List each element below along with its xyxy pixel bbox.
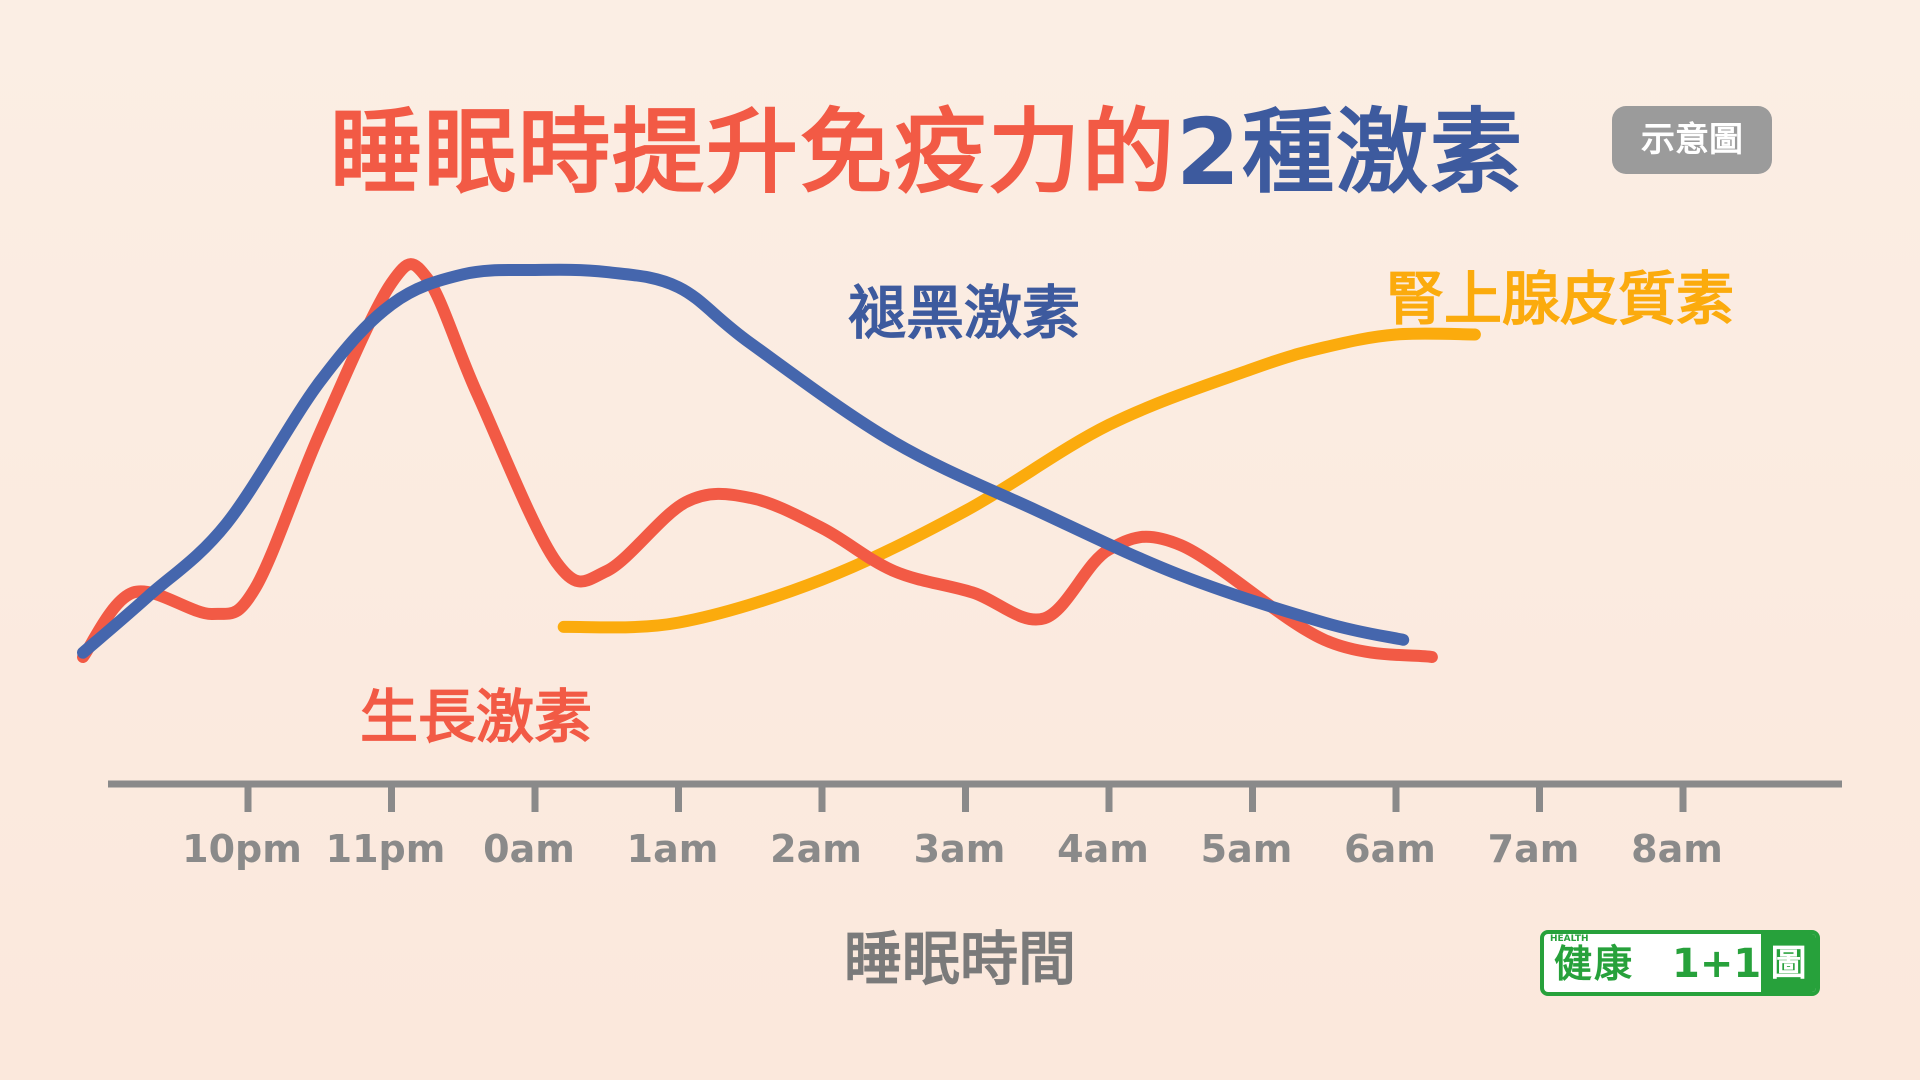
x-tick-label-4am: 4am bbox=[1057, 827, 1149, 871]
chart-title-part2: 2種激素 bbox=[1176, 99, 1525, 206]
series-label-cortisol: 腎上腺皮質素 bbox=[1386, 265, 1735, 333]
series-line-melatonin bbox=[77, 263, 1410, 659]
x-axis-tick-labels: 10pm 11pm 0am 1am 2am 3am 4am 5am 6am 7am 8am bbox=[182, 827, 1723, 871]
x-tick-label-7am: 7am bbox=[1488, 827, 1580, 871]
x-tick-label-6am: 6am bbox=[1344, 827, 1436, 871]
x-tick-label-0am: 0am bbox=[483, 827, 575, 871]
chart-title-part1: 睡眠時提升免疫力的 bbox=[330, 99, 1177, 206]
x-axis-ticks bbox=[244, 784, 1687, 812]
series-label-melatonin: 褪黑激素 bbox=[848, 279, 1081, 347]
series-line-cortisol bbox=[557, 327, 1481, 634]
x-tick-label-10pm: 10pm bbox=[182, 827, 302, 871]
logo-health-text: HEALTH bbox=[1550, 934, 1589, 944]
x-tick-label-8am: 8am bbox=[1631, 827, 1723, 871]
series-label-growth-hormone: 生長激素 bbox=[360, 683, 593, 751]
x-tick-label-2am: 2am bbox=[770, 827, 862, 871]
logo-text-mid: 1+1 bbox=[1672, 941, 1762, 987]
x-axis-label: 睡眠時間 bbox=[843, 925, 1076, 993]
logo-text-right: 圖解 bbox=[1761, 934, 1816, 992]
x-tick-label-3am: 3am bbox=[914, 827, 1006, 871]
logo-text-left: 健康 bbox=[1554, 942, 1635, 986]
x-tick-label-1am: 1am bbox=[627, 827, 719, 871]
curves-layer bbox=[77, 258, 1481, 663]
chart-title: 睡眠時提升免疫力的2種激素 bbox=[330, 78, 1524, 211]
brand-logo: HEALTH 健康 1+1 圖解 bbox=[1540, 930, 1820, 996]
illustration-badge: 示意圖 bbox=[1612, 106, 1772, 174]
x-tick-label-11pm: 11pm bbox=[326, 827, 446, 871]
x-tick-label-5am: 5am bbox=[1201, 827, 1293, 871]
